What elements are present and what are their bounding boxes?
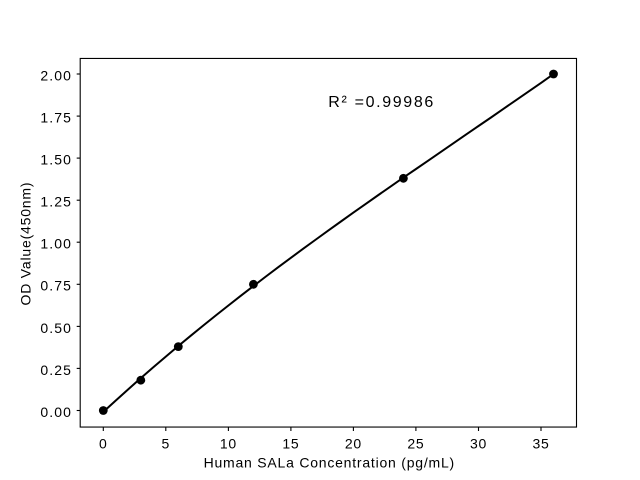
svg-text:1.50: 1.50 <box>40 152 72 168</box>
svg-text:1.75: 1.75 <box>40 110 72 126</box>
svg-text:20: 20 <box>345 435 362 451</box>
svg-text:30: 30 <box>470 435 487 451</box>
svg-text:1.25: 1.25 <box>40 194 72 210</box>
svg-text:15: 15 <box>282 435 299 451</box>
svg-text:0.50: 0.50 <box>40 320 72 336</box>
svg-text:Human SALa Concentration (pg/m: Human SALa Concentration (pg/mL) <box>204 454 455 470</box>
svg-text:5: 5 <box>162 435 171 451</box>
svg-text:OD Value(450nm): OD Value(450nm) <box>18 182 34 306</box>
svg-text:35: 35 <box>533 435 550 451</box>
svg-text:R² =0.99986: R² =0.99986 <box>328 94 435 111</box>
svg-text:10: 10 <box>220 435 237 451</box>
svg-text:0.00: 0.00 <box>40 404 72 420</box>
svg-text:0.25: 0.25 <box>40 362 72 378</box>
svg-text:0.75: 0.75 <box>40 278 72 294</box>
svg-text:0: 0 <box>99 435 108 451</box>
svg-text:2.00: 2.00 <box>40 67 72 83</box>
svg-text:25: 25 <box>407 435 424 451</box>
svg-text:1.00: 1.00 <box>40 236 72 252</box>
